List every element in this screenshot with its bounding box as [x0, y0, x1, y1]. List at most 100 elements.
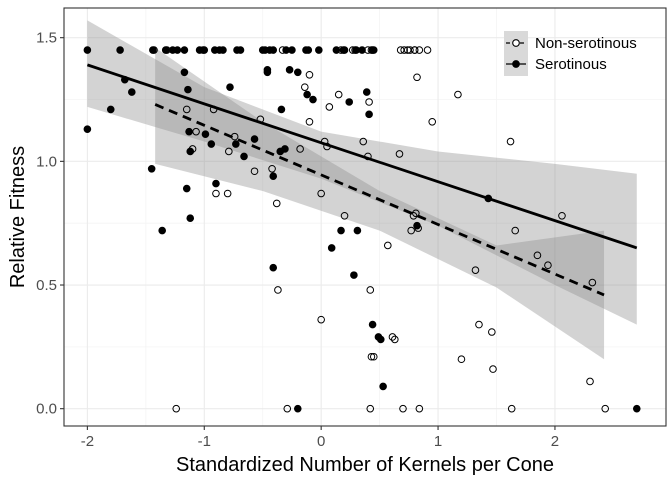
point-non-serotinous [454, 90, 462, 99]
y-axis-label: Relative Fitness [7, 146, 29, 288]
x-tick-label: -1 [198, 433, 211, 450]
point-non-serotinous [506, 137, 515, 146]
point-non-serotinous [225, 147, 233, 156]
point-serotinous [269, 46, 278, 54]
point-non-serotinous [325, 103, 334, 111]
point-non-serotinous [305, 117, 314, 126]
point-serotinous [226, 83, 234, 91]
point-serotinous [186, 214, 195, 223]
point-serotinous [362, 88, 371, 96]
point-serotinous [332, 46, 341, 54]
point-non-serotinous [296, 145, 304, 153]
point-non-serotinous [533, 251, 542, 260]
point-serotinous [207, 140, 216, 148]
point-serotinous [365, 110, 373, 119]
legend: Non-serotinous Serotinous [504, 31, 637, 76]
point-serotinous [180, 46, 189, 54]
point-non-serotinous [415, 404, 424, 413]
point-non-serotinous [323, 142, 331, 151]
legend-label-serotinous: Serotinous [535, 56, 607, 73]
point-serotinous [120, 75, 129, 84]
x-axis-label: Standardized Number of Kernels per Cone [176, 454, 554, 476]
point-non-serotinous [366, 404, 375, 413]
point-serotinous [161, 46, 170, 54]
point-non-serotinous [489, 365, 497, 373]
point-non-serotinous [586, 377, 594, 386]
point-serotinous [212, 179, 220, 188]
legend-label-non-serotinous: Non-serotinous [535, 35, 637, 52]
point-serotinous [413, 221, 421, 230]
point-non-serotinous [192, 127, 200, 136]
point-serotinous [304, 46, 313, 54]
point-non-serotinous [223, 189, 232, 198]
point-non-serotinous [364, 152, 372, 161]
ci-band-series-1 [87, 20, 637, 325]
point-serotinous [127, 88, 136, 96]
point-non-serotinous [268, 164, 276, 173]
point-non-serotinous [383, 241, 392, 250]
point-non-serotinous [366, 286, 375, 294]
point-non-serotinous [428, 117, 437, 126]
point-serotinous [353, 226, 362, 235]
point-serotinous [240, 152, 248, 161]
point-serotinous [293, 404, 302, 413]
point-non-serotinous [395, 150, 404, 158]
point-non-serotinous [209, 105, 218, 114]
point-non-serotinous [301, 83, 309, 91]
point-serotinous [158, 226, 166, 235]
point-non-serotinous [274, 286, 282, 294]
point-serotinous [236, 46, 245, 54]
x-tick-label: -2 [81, 433, 94, 450]
point-non-serotinous [334, 90, 343, 99]
point-serotinous [269, 172, 278, 180]
regression-lines [86, 63, 638, 297]
point-serotinous [379, 382, 387, 391]
point-non-serotinous [410, 46, 419, 54]
point-serotinous [116, 46, 124, 54]
point-non-serotinous [317, 189, 325, 198]
x-tick-label: 1 [434, 433, 442, 450]
x-tick-label: 0 [317, 433, 325, 450]
point-serotinous [184, 85, 192, 94]
point-serotinous [315, 46, 323, 54]
point-serotinous [309, 95, 317, 104]
point-non-serotinous [400, 46, 408, 54]
point-non-serotinous [544, 261, 552, 270]
point-serotinous [173, 46, 182, 54]
y-tick-label: 0.5 [36, 277, 57, 294]
point-non-serotinous [415, 46, 424, 54]
point-serotinous [368, 46, 377, 54]
point-serotinous [288, 46, 296, 54]
fit-line-series-0 [154, 103, 605, 297]
point-non-serotinous [511, 226, 520, 235]
y-tick-label: 1.0 [36, 153, 57, 170]
point-non-serotinous [413, 73, 421, 82]
point-serotinous [350, 271, 358, 279]
panel-border [63, 7, 667, 427]
point-non-serotinous [399, 404, 407, 413]
point-serotinous [345, 98, 354, 106]
point-non-serotinous [369, 352, 378, 361]
point-non-serotinous [475, 320, 483, 329]
point-non-serotinous [272, 199, 281, 208]
point-non-serotinous [588, 278, 597, 287]
point-non-serotinous [250, 167, 259, 176]
point-serotinous [368, 320, 377, 329]
point-non-serotinous [558, 211, 566, 220]
point-serotinous [180, 68, 189, 77]
point-serotinous [376, 335, 385, 344]
point-serotinous [484, 194, 493, 203]
point-non-serotinous [182, 105, 191, 114]
point-non-serotinous [365, 98, 373, 106]
point-non-serotinous [471, 266, 480, 274]
point-serotinous [149, 46, 157, 54]
point-serotinous [186, 147, 195, 156]
point-non-serotinous [256, 115, 265, 124]
y-tick-label: 1.5 [36, 30, 57, 47]
point-non-serotinous [172, 404, 181, 413]
point-serotinous [339, 46, 348, 54]
point-serotinous [83, 125, 92, 133]
point-non-serotinous [230, 132, 239, 141]
